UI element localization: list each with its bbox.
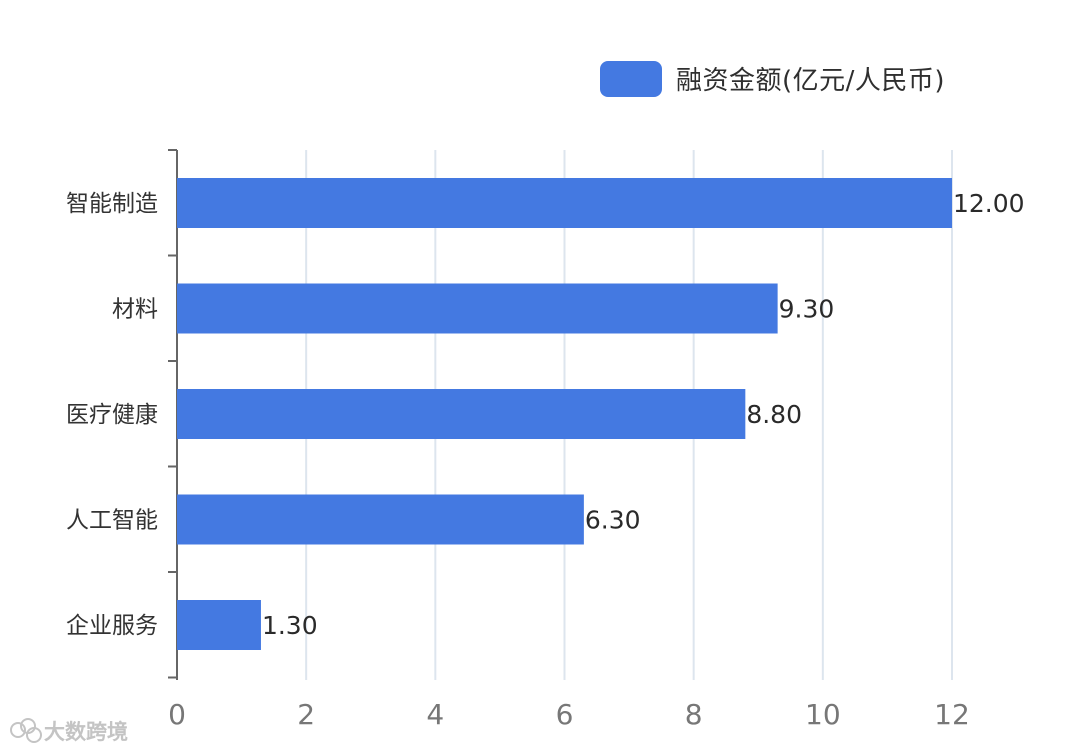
x-tick-label: 0 bbox=[168, 698, 186, 731]
bar bbox=[177, 600, 261, 650]
data-label: 6.30 bbox=[585, 506, 641, 535]
x-tick-label: 8 bbox=[685, 698, 703, 731]
data-label: 9.30 bbox=[779, 295, 835, 324]
legend: 融资金额(亿元/人民币) bbox=[600, 60, 945, 97]
data-label: 12.00 bbox=[953, 189, 1025, 218]
bar bbox=[177, 494, 584, 545]
legend-label: 融资金额(亿元/人民币) bbox=[676, 66, 946, 96]
x-tick-label: 2 bbox=[297, 698, 315, 731]
bar bbox=[177, 389, 746, 439]
category-label: 企业服务 bbox=[66, 613, 158, 639]
category-label: 人工智能 bbox=[66, 508, 158, 534]
x-tick-label: 4 bbox=[426, 698, 444, 731]
watermark: 大数跨境 bbox=[10, 716, 128, 746]
watermark-logo bbox=[10, 718, 42, 744]
watermark-text: 大数跨境 bbox=[44, 720, 128, 744]
x-tick-label: 12 bbox=[934, 698, 970, 731]
bar bbox=[177, 178, 952, 228]
bar bbox=[177, 283, 778, 334]
data-label: 8.80 bbox=[746, 400, 802, 429]
legend-swatch bbox=[600, 60, 662, 97]
x-tick-label: 10 bbox=[805, 698, 841, 731]
category-label: 智能制造 bbox=[66, 191, 158, 217]
x-tick-label: 6 bbox=[556, 698, 574, 731]
category-label: 医疗健康 bbox=[66, 402, 158, 428]
category-label: 材料 bbox=[112, 297, 158, 323]
data-label: 1.30 bbox=[262, 611, 318, 640]
